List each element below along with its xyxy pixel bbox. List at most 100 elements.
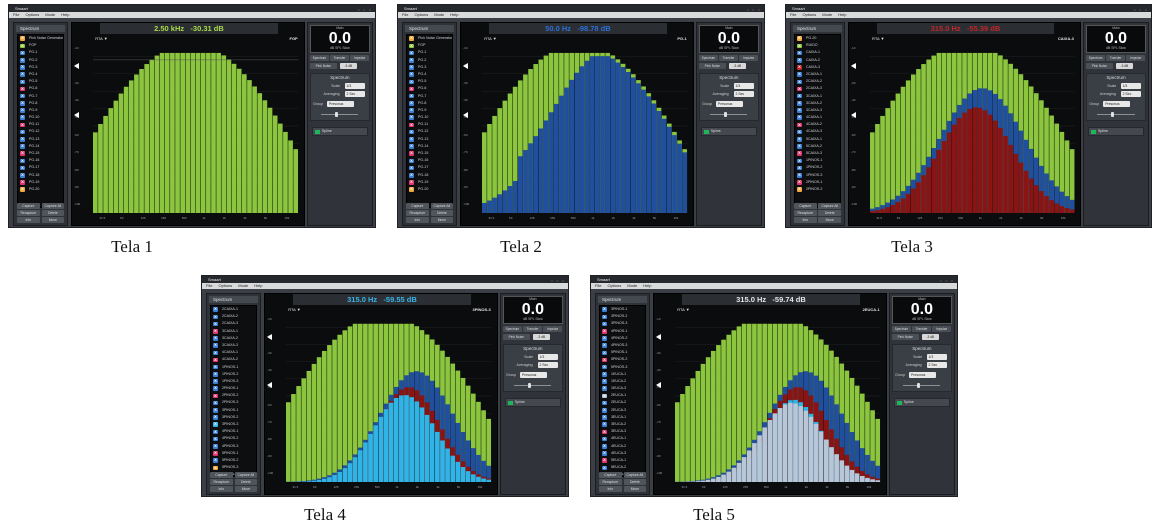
pink-noise-level[interactable]: -3 dB — [1115, 63, 1133, 69]
trace-color-icon[interactable]: X — [20, 56, 25, 63]
trace-color-icon[interactable]: X — [602, 457, 607, 463]
trace-color-icon[interactable]: X — [213, 363, 218, 370]
trace-color-icon[interactable]: X — [213, 327, 218, 334]
list-item[interactable]: X PG-6 — [407, 85, 452, 92]
trace-color-icon[interactable]: X — [797, 157, 802, 164]
list-item[interactable]: X PG-4 — [18, 71, 63, 78]
menu-item-mode[interactable]: Mode — [238, 283, 249, 288]
list-item[interactable]: X 5CAIXA-1 — [795, 136, 840, 143]
level-marker-icon[interactable] — [463, 112, 469, 119]
capture-all-button[interactable]: Capture All — [41, 203, 65, 209]
menu-item-options[interactable]: Options — [218, 283, 233, 288]
recapture-button[interactable]: Recapture — [17, 210, 40, 216]
tab-impulse[interactable]: Impulse — [543, 326, 563, 332]
trace-color-icon[interactable]: X — [797, 42, 802, 49]
list-item[interactable]: X PG-20 — [795, 35, 840, 42]
list-item[interactable]: X 4PINOS-2 — [600, 335, 645, 342]
level-marker-icon[interactable] — [267, 382, 273, 389]
list-item[interactable]: X 1PINOS-2 — [211, 371, 256, 378]
trace-color-icon[interactable]: X — [213, 407, 218, 413]
move-button[interactable]: Move — [41, 217, 65, 223]
list-item[interactable]: X PG-12 — [407, 128, 452, 135]
tab-impulse[interactable]: Impulse — [350, 55, 370, 61]
menu-item-options[interactable]: Options — [25, 12, 40, 17]
list-item[interactable]: X Pink Noise Generator — [18, 35, 63, 42]
spline-toggle[interactable]: Spline — [504, 398, 561, 407]
scale-select[interactable]: 1/3 — [926, 354, 948, 360]
trace-color-icon[interactable]: X — [797, 92, 802, 99]
list-item[interactable]: X 5EUCA-1 — [600, 457, 645, 464]
list-item[interactable]: X PG-14 — [18, 143, 63, 150]
info-button[interactable]: Info — [210, 486, 233, 492]
trace-color-icon[interactable]: X — [409, 186, 414, 192]
trace-color-icon[interactable]: X — [602, 342, 607, 348]
trace-color-icon[interactable]: X — [797, 100, 802, 106]
move-button[interactable]: Move — [623, 486, 647, 492]
list-item[interactable]: X 3PINOS-1 — [211, 407, 256, 414]
scale-select[interactable]: 1/3 — [733, 83, 755, 89]
trace-color-icon[interactable]: X — [409, 171, 414, 178]
trace-color-icon[interactable]: X — [20, 42, 25, 49]
trace-color-icon[interactable]: X — [409, 157, 414, 164]
list-item[interactable]: X 4PINOS-2 — [211, 435, 256, 442]
level-marker-icon[interactable] — [74, 112, 80, 119]
trace-color-icon[interactable]: X — [20, 186, 25, 192]
trace-color-icon[interactable]: X — [797, 64, 802, 70]
measurement-list[interactable]: X PG-20 X RUIDO X CAIXA-1 X CAIXA-2 X CAIXA-3 X 2CA… — [794, 34, 842, 208]
trace-color-icon[interactable]: X — [602, 356, 607, 363]
menu-item-help[interactable]: Help — [254, 283, 263, 288]
capture-all-button[interactable]: Capture All — [430, 203, 454, 209]
trace-color-icon[interactable]: X — [20, 164, 25, 171]
trace-color-icon[interactable]: X — [20, 143, 25, 149]
trace-color-icon[interactable]: X — [20, 128, 25, 135]
measurement-list[interactable]: X 3PINOS-1 X 3PINOS-2 X 3PINOS-3 X 4PINOS-1 X 4PI… — [599, 305, 647, 477]
delete-button[interactable]: Delete — [623, 479, 647, 485]
trace-color-icon[interactable]: X — [20, 179, 25, 185]
smoothing-slider[interactable] — [514, 385, 552, 386]
trace-color-icon[interactable]: X — [602, 335, 607, 341]
trace-color-icon[interactable]: X — [797, 71, 802, 77]
list-item[interactable]: X PG-12 — [18, 128, 63, 135]
level-marker-icon[interactable] — [74, 63, 80, 70]
trace-color-icon[interactable]: X — [797, 136, 802, 142]
pink-noise-level[interactable]: -3 dB — [728, 63, 746, 69]
trace-color-icon[interactable]: X — [409, 128, 414, 135]
list-item[interactable]: X PG-11 — [18, 121, 63, 128]
list-item[interactable]: X PG-10 — [18, 114, 63, 121]
list-item[interactable]: X 4CAIXA-1 — [211, 349, 256, 356]
spectrum-plot[interactable]: 50.0 Hz -98.78 dB RTA ▼ PG-1 -10 -20 -30 -40 -5… — [460, 22, 694, 226]
trace-color-icon[interactable]: X — [797, 143, 802, 149]
list-item[interactable]: X 5EUCA-2 — [600, 464, 645, 471]
tab-spectrum[interactable]: Spectrum — [502, 326, 523, 332]
trace-color-icon[interactable]: X — [797, 49, 802, 56]
trace-color-icon[interactable]: X — [602, 363, 607, 370]
trace-color-icon[interactable]: X — [20, 121, 25, 128]
list-item[interactable]: X 4EUCA-3 — [600, 450, 645, 457]
list-item[interactable]: X RUIDO — [795, 42, 840, 49]
list-item[interactable]: X 1EUCA-3 — [600, 385, 645, 392]
list-item[interactable]: X PG-1 — [18, 49, 63, 56]
list-item[interactable]: X 5PINOS-2 — [211, 457, 256, 464]
info-button[interactable]: Info — [406, 217, 429, 223]
menu-item-options[interactable]: Options — [607, 283, 622, 288]
spectrum-tab[interactable]: Spectrum — [16, 25, 66, 32]
list-item[interactable]: X PG-16 — [18, 157, 63, 164]
list-item[interactable]: X 4PINOS-3 — [211, 443, 256, 450]
trace-color-icon[interactable]: X — [20, 107, 25, 113]
capture-all-button[interactable]: Capture All — [623, 472, 647, 478]
trace-color-icon[interactable]: X — [797, 85, 802, 92]
trace-color-icon[interactable]: X — [20, 85, 25, 92]
recapture-button[interactable]: Recapture — [406, 210, 429, 216]
scale-select[interactable]: 1/3 — [537, 354, 559, 360]
list-item[interactable]: X CAIXA-1 — [795, 49, 840, 56]
trace-color-icon[interactable]: X — [602, 378, 607, 384]
list-item[interactable]: X 5PINOS-2 — [600, 356, 645, 363]
trace-color-icon[interactable]: X — [409, 143, 414, 149]
spectrum-tab[interactable]: Spectrum — [209, 296, 259, 303]
menu-item-file[interactable]: File — [206, 283, 213, 288]
tab-impulse[interactable]: Impulse — [739, 55, 759, 61]
trace-color-icon[interactable]: X — [409, 56, 414, 63]
list-item[interactable]: X 3PINOS-2 — [600, 313, 645, 320]
list-item[interactable]: X PG-7 — [18, 93, 63, 100]
list-item[interactable]: X FGP — [407, 42, 452, 49]
